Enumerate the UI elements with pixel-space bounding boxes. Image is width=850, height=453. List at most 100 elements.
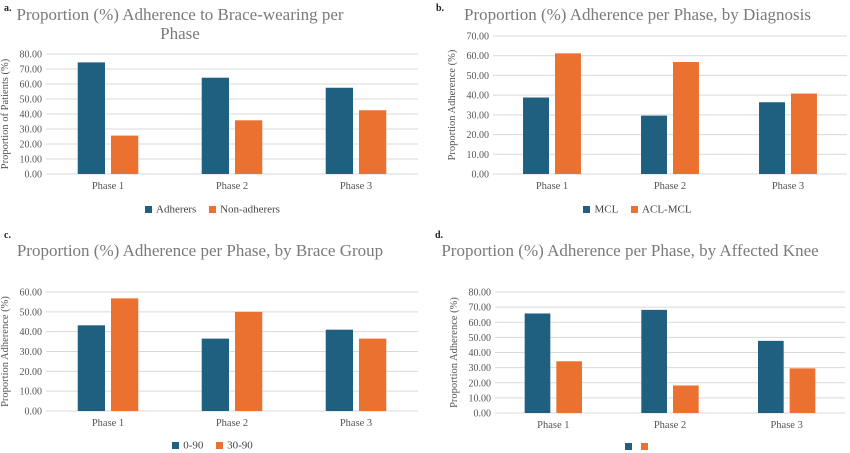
- legend-label: MCL: [594, 203, 619, 216]
- y-tick-label: 30.00: [469, 363, 492, 374]
- x-tick-label: Phase 2: [654, 420, 686, 431]
- y-tick-label: 60.00: [20, 80, 43, 91]
- y-tick-label: 20.00: [467, 130, 490, 141]
- bar-series-2: [359, 110, 387, 174]
- y-tick-label: 80.00: [20, 50, 43, 61]
- chart-panel-a: a. Proportion (%) Adherence to Brace-wea…: [0, 0, 425, 226]
- panel-label: c.: [4, 230, 11, 241]
- bar-series-1: [641, 115, 667, 174]
- legend-item-series-2: ACL-MCL: [631, 203, 692, 215]
- chart-legend: Adherers Non-adherers: [0, 203, 425, 215]
- bar-series-2: [673, 385, 699, 413]
- bar-series-1: [325, 329, 353, 411]
- y-tick-label: 0.00: [25, 407, 43, 418]
- chart-title: Proportion (%) Adherence to Brace-wearin…: [16, 5, 344, 43]
- chart-legend: [425, 440, 850, 452]
- legend-label: 30-90: [227, 439, 253, 452]
- bar-series-1: [641, 309, 667, 413]
- legend-swatch: [583, 205, 591, 213]
- bar-series-2: [111, 135, 139, 174]
- chart-legend: 0-90 30-90: [0, 439, 425, 451]
- legend-swatch: [172, 441, 180, 449]
- chart-panel-b: b. Proportion (%) Adherence per Phase, b…: [425, 0, 850, 226]
- bar-series-2: [791, 93, 817, 174]
- x-tick-label: Phase 3: [770, 420, 802, 431]
- legend-swatch: [640, 442, 648, 450]
- legend-swatch: [216, 441, 224, 449]
- legend-item-series-2: Non-adherers: [209, 203, 280, 215]
- y-tick-label: 40.00: [20, 327, 43, 338]
- panel-label: a.: [4, 3, 12, 14]
- y-tick-label: 30.00: [20, 347, 43, 358]
- legend-item-series-1: 0-90: [172, 439, 203, 451]
- y-tick-label: 10.00: [20, 387, 43, 398]
- bar-series-2: [235, 120, 263, 174]
- y-axis-label: Proportion Adherence (%): [449, 297, 460, 408]
- bar-series-2: [359, 338, 387, 411]
- legend-item-series-2: [640, 440, 650, 452]
- bar-series-1: [758, 340, 784, 413]
- bar-series-2: [673, 62, 699, 174]
- chart-panel-d: d. Proportion (%) Adherence per Phase, b…: [425, 226, 850, 453]
- y-tick-label: 70.00: [469, 303, 492, 314]
- y-tick-label: 10.00: [469, 393, 492, 404]
- chart-title: Proportion (%) Adherence per Phase, by D…: [463, 5, 811, 24]
- x-tick-label: Phase 3: [340, 181, 372, 192]
- y-tick-label: 70.00: [20, 65, 43, 76]
- x-tick-label: Phase 1: [537, 420, 569, 431]
- y-tick-label: 60.00: [467, 51, 490, 62]
- legend-swatch: [631, 205, 639, 213]
- x-tick-label: Phase 3: [340, 418, 372, 429]
- y-tick-label: 50.00: [469, 333, 492, 344]
- bar-series-1: [201, 77, 229, 174]
- panel-label: d.: [435, 230, 444, 241]
- y-tick-label: 30.00: [467, 110, 490, 121]
- x-tick-label: Phase 1: [92, 418, 124, 429]
- y-tick-label: 60.00: [469, 318, 492, 329]
- bar-chart: 0.00 10.00 20.00 30.00 40.00 50.00 60.00 70.00 8…: [449, 288, 845, 431]
- y-axis-label: Proportion Adherence (%): [447, 49, 458, 160]
- bar-series-1: [524, 313, 551, 413]
- bar-series-1: [201, 338, 229, 411]
- y-tick-label: 40.00: [20, 110, 43, 121]
- y-tick-label: 80.00: [469, 288, 492, 299]
- legend-item-series-1: MCL: [583, 203, 618, 215]
- legend-swatch: [625, 442, 633, 450]
- bar-chart: 0.00 10.00 20.00 30.00 40.00 50.00 60.00 Propor…: [0, 288, 418, 429]
- bar-series-2: [555, 53, 581, 174]
- y-tick-label: 20.00: [20, 367, 43, 378]
- x-tick-label: Phase 2: [654, 181, 686, 192]
- bar-series-1: [523, 97, 549, 174]
- legend-item-series-2: 30-90: [216, 439, 253, 451]
- y-tick-label: 50.00: [20, 95, 43, 106]
- y-tick-label: 0.00: [474, 409, 492, 420]
- legend-label: Adherers: [156, 203, 197, 216]
- y-tick-label: 10.00: [467, 150, 490, 161]
- bar-chart: 0.00 10.00 20.00 30.00 40.00 50.00 60.00 70.00 8…: [0, 50, 418, 192]
- x-tick-label: Phase 3: [772, 181, 804, 192]
- y-tick-label: 40.00: [467, 91, 490, 102]
- bar-series-2: [111, 298, 139, 411]
- bar-chart: 0.00 10.00 20.00 30.00 40.00 50.00 60.00 70.00 P…: [447, 32, 847, 192]
- legend-item-series-1: [625, 440, 634, 452]
- chart-legend: MCL ACL-MCL: [425, 203, 850, 215]
- y-tick-label: 60.00: [20, 288, 43, 299]
- y-tick-label: 70.00: [467, 32, 490, 43]
- x-tick-label: Phase 2: [216, 181, 248, 192]
- bar-series-1: [77, 325, 105, 411]
- legend-swatch: [145, 205, 153, 213]
- x-tick-label: Phase 1: [92, 181, 124, 192]
- chart-title: Proportion (%) Adherence per Phase, by B…: [16, 241, 384, 260]
- panel-label: b.: [436, 3, 445, 14]
- y-tick-label: 0.00: [472, 170, 490, 181]
- y-tick-label: 0.00: [25, 170, 43, 181]
- chart-panel-c: c. Proportion (%) Adherence per Phase, b…: [0, 226, 425, 453]
- y-tick-label: 50.00: [467, 71, 490, 82]
- legend-label: 0-90: [183, 439, 204, 452]
- y-tick-label: 30.00: [20, 125, 43, 136]
- x-tick-label: Phase 1: [536, 181, 568, 192]
- legend-swatch: [209, 205, 217, 213]
- bar-series-2: [235, 311, 263, 411]
- legend-label: ACL-MCL: [642, 203, 692, 216]
- y-tick-label: 40.00: [469, 348, 492, 359]
